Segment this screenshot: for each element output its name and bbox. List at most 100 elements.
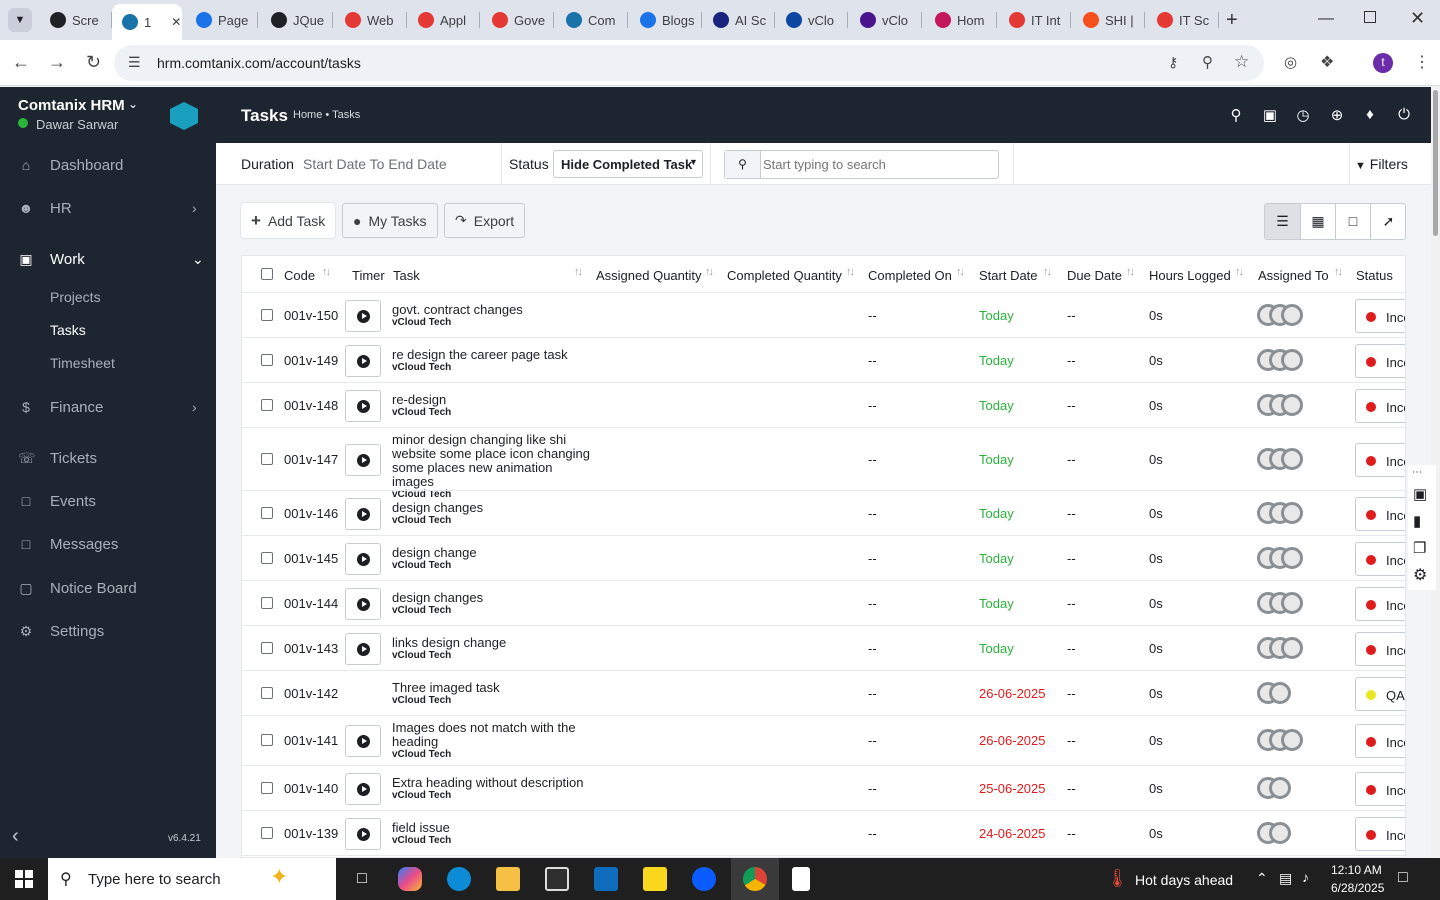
row-checkbox[interactable]: [261, 596, 273, 609]
task-name[interactable]: re-design vCloud Tech: [392, 392, 592, 419]
status-select[interactable]: Inco: [1355, 388, 1405, 423]
app-logo[interactable]: [170, 102, 198, 130]
browser-tab[interactable]: vClo: [776, 4, 848, 36]
browser-tab[interactable]: Gove: [482, 4, 554, 36]
task-name[interactable]: re design the career page task vCloud Tec…: [392, 347, 592, 374]
sort-icon[interactable]: ↑↓: [1043, 266, 1052, 278]
avatar[interactable]: [1281, 447, 1303, 470]
browser-tab[interactable]: Scre: [40, 4, 112, 36]
task-code[interactable]: 001v-140: [284, 780, 339, 796]
search-icon[interactable]: ⚲: [1230, 107, 1242, 124]
network-icon[interactable]: ▤: [1279, 870, 1293, 886]
sort-icon[interactable]: ↑↓: [956, 266, 965, 278]
task-name[interactable]: links design change vCloud Tech: [392, 635, 592, 662]
my-tasks-button[interactable]: ● My Tasks: [342, 203, 438, 238]
list-view-icon[interactable]: ☰: [1265, 204, 1300, 239]
task-code[interactable]: 001v-144: [284, 595, 339, 611]
col-hours-logged[interactable]: Hours Logged: [1149, 268, 1231, 283]
clock-icon[interactable]: ◷: [1296, 107, 1310, 124]
status-select[interactable]: Inco: [1355, 631, 1405, 666]
chevron-up-icon[interactable]: ⌃: [1256, 870, 1268, 886]
extensions-icon[interactable]: ❖: [1320, 54, 1335, 71]
row-checkbox[interactable]: [261, 551, 273, 564]
file-explorer-icon[interactable]: [496, 867, 520, 891]
status-select[interactable]: Inco: [1355, 771, 1405, 806]
start-timer-button[interactable]: [345, 632, 381, 665]
browser-tab[interactable]: AI Sc: [703, 4, 775, 36]
close-window-icon[interactable]: ✕: [1410, 8, 1426, 28]
status-select[interactable]: Inco: [1355, 298, 1405, 333]
browser-tab[interactable]: JQue: [261, 4, 333, 36]
zoom-app-icon[interactable]: [692, 867, 716, 891]
task-code[interactable]: 001v-142: [284, 685, 339, 701]
browser-tab[interactable]: IT Int: [999, 4, 1071, 36]
video-icon[interactable]: ▮: [1413, 513, 1422, 530]
status-filter-select[interactable]: Hide Completed Task ▼: [553, 150, 703, 178]
back-icon[interactable]: ←: [12, 52, 30, 72]
task-view-icon[interactable]: □: [357, 870, 367, 887]
sort-icon[interactable]: ↑↓: [846, 266, 855, 278]
status-select[interactable]: QA: [1355, 676, 1405, 711]
start-timer-button[interactable]: [345, 443, 381, 476]
tab-search-button[interactable]: ▼: [8, 8, 32, 32]
volume-icon[interactable]: ♪: [1302, 869, 1309, 885]
close-tab-icon[interactable]: ✕: [171, 15, 182, 29]
translate-icon[interactable]: ◎: [1284, 54, 1298, 71]
browser-tab[interactable]: IT Sc: [1147, 4, 1219, 36]
mail-icon[interactable]: [594, 867, 618, 891]
col-code[interactable]: Code: [284, 268, 316, 283]
avatar[interactable]: [1269, 821, 1291, 844]
sidebar-item-work[interactable]: ▣ Work ⌄: [0, 239, 216, 279]
taskbar-search[interactable]: ⚲ Type here to search ✦: [48, 858, 336, 900]
task-code[interactable]: 001v-149: [284, 352, 339, 368]
reload-icon[interactable]: ↻: [86, 52, 102, 72]
sort-icon[interactable]: ↑↓: [705, 266, 714, 278]
task-code[interactable]: 001v-145: [284, 550, 339, 566]
sidebar-item-notice-board[interactable]: ▢ Notice Board: [0, 568, 216, 608]
col-task[interactable]: Task: [393, 268, 420, 283]
filters-button[interactable]: ▼ Filters: [1355, 156, 1408, 172]
sidebar-subitem-tasks[interactable]: Tasks: [50, 322, 86, 338]
password-key-icon[interactable]: ⚷: [1168, 54, 1179, 70]
start-timer-button[interactable]: [345, 389, 381, 422]
forward-icon[interactable]: →: [48, 52, 66, 72]
pin-icon[interactable]: ➚: [1370, 204, 1406, 239]
url-bar[interactable]: ☰ hrm.comtanix.com/account/tasks ⚷ ⚲ ☆: [114, 45, 1264, 81]
browser-tab[interactable]: vClo: [850, 4, 922, 36]
col-completed-quantity[interactable]: Completed Quantity: [727, 268, 842, 283]
start-timer-button[interactable]: [345, 542, 381, 575]
task-code[interactable]: 001v-143: [284, 640, 339, 656]
table-row[interactable]: 001v-146 design changes vCloud Tech -- Today…: [242, 490, 1405, 535]
browser-tab[interactable]: Hom: [925, 4, 997, 36]
add-task-button[interactable]: + Add Task: [241, 203, 336, 238]
duration-picker[interactable]: Start Date To End Date: [303, 156, 447, 172]
row-checkbox[interactable]: [261, 781, 273, 794]
avatar[interactable]: [1281, 546, 1303, 569]
col-completed-on[interactable]: Completed On: [868, 268, 952, 283]
avatar[interactable]: [1281, 303, 1303, 326]
row-checkbox[interactable]: [261, 308, 273, 321]
browser-tab[interactable]: 1 ✕: [112, 4, 182, 40]
avatar[interactable]: [1281, 729, 1303, 751]
notification-icon[interactable]: □: [1398, 869, 1408, 886]
browser-tab[interactable]: SHI |: [1073, 4, 1145, 36]
status-select[interactable]: Inco: [1355, 586, 1405, 621]
edge-icon[interactable]: [447, 867, 471, 891]
scrollbar-thumb[interactable]: [1433, 90, 1438, 236]
task-name[interactable]: design changes vCloud Tech: [392, 500, 592, 527]
table-row[interactable]: 001v-140 Extra heading without descriptio…: [242, 765, 1405, 810]
chrome-icon[interactable]: [743, 867, 767, 891]
browser-tab[interactable]: Com: [556, 4, 628, 36]
bell-icon[interactable]: ♦: [1366, 106, 1374, 123]
browser-tab[interactable]: Web: [335, 4, 407, 36]
status-select[interactable]: Inco: [1355, 343, 1405, 378]
collapse-sidebar-icon[interactable]: ‹: [12, 825, 19, 847]
start-timer-button[interactable]: [345, 497, 381, 530]
col-assigned-quantity[interactable]: Assigned Quantity: [596, 268, 702, 283]
minimize-icon[interactable]: —: [1318, 10, 1334, 27]
avatar[interactable]: [1281, 501, 1303, 524]
sort-icon[interactable]: ↑↓: [322, 266, 331, 278]
table-row[interactable]: 001v-142 Three imaged task vCloud Tech -- 26…: [242, 670, 1405, 715]
row-checkbox[interactable]: [261, 734, 273, 746]
status-select[interactable]: Inco: [1355, 496, 1405, 531]
